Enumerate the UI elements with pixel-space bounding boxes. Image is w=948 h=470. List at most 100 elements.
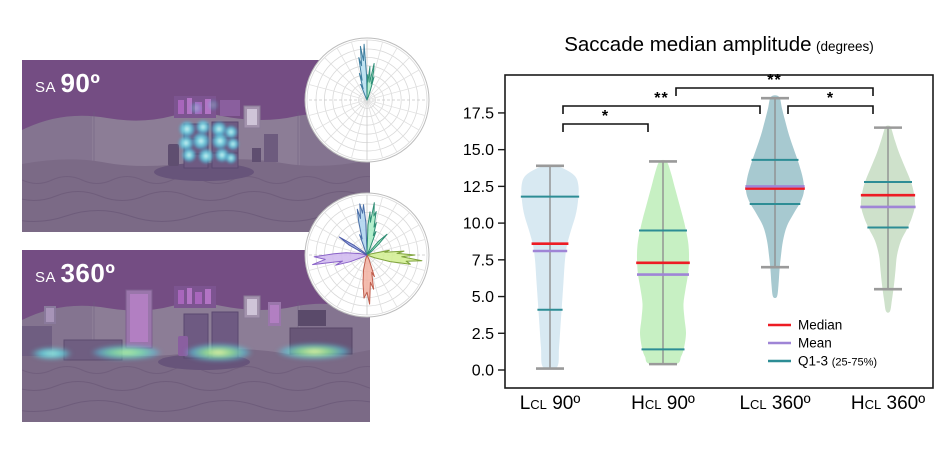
rose-petal <box>366 249 423 265</box>
panorama-label-value: 90º <box>60 68 101 98</box>
heatmap-spot <box>198 148 214 164</box>
significance-stars: * <box>827 90 834 107</box>
polar-rose-360 <box>304 192 430 318</box>
x-category-label-part: H <box>850 393 865 414</box>
legend-label: Q1-3 (25-75%) <box>798 354 877 369</box>
panorama-label-prefix: SA <box>35 269 57 286</box>
x-category-label-part: CL <box>530 397 547 412</box>
rose-grid-spoke <box>308 239 368 256</box>
significance-bracket <box>787 105 874 114</box>
heatmap-streak <box>81 342 172 362</box>
heatmap-spot <box>225 152 237 164</box>
heatmap-spot <box>207 99 219 111</box>
y-tick-label: 10.0 <box>463 216 494 233</box>
x-category-label-part: CL <box>864 397 882 412</box>
significance-bracket <box>562 123 649 132</box>
rose-grid-spoke <box>366 99 383 159</box>
chart-title-units: (degrees) <box>815 39 874 54</box>
rose-grid-spoke <box>366 99 420 131</box>
x-category-label: HCL 360º <box>828 393 948 415</box>
x-category-label-part: L <box>739 393 751 414</box>
chart-title: Saccade median amplitude (degrees) <box>495 33 943 57</box>
rose-grid-spoke <box>366 57 410 101</box>
significance-bracket <box>675 87 874 96</box>
rose-petal <box>366 233 388 256</box>
heatmap-streak <box>23 344 80 362</box>
rose-petal <box>312 252 368 266</box>
rose-grid-spoke <box>314 254 368 286</box>
x-category-label-part: 90º <box>546 393 581 414</box>
rose-grid-spoke <box>366 99 398 153</box>
rose-grid-spoke <box>366 69 420 101</box>
legend-label: Median <box>798 318 842 333</box>
significance-stars: ** <box>767 72 781 89</box>
rose-grid-spoke <box>366 99 426 116</box>
heatmap-overlay-360 <box>22 250 370 422</box>
x-category-label: LCL 360º <box>715 393 835 415</box>
rose-petal <box>362 254 375 305</box>
plot-frame <box>504 74 934 389</box>
panorama-label-prefix: SA <box>35 79 57 96</box>
rose-grid-spoke <box>351 99 368 159</box>
heatmap-streak <box>265 341 364 362</box>
rose-grid-spoke <box>366 99 410 143</box>
rose-petal <box>366 63 375 101</box>
y-tick-label: 15.0 <box>463 142 494 159</box>
rose-grid-spoke <box>308 99 368 116</box>
rose-grid-spoke <box>308 84 368 101</box>
panorama-label-sa-90: SA 90º <box>35 68 100 99</box>
heatmap-spot <box>224 125 238 139</box>
heatmap-spot <box>212 132 229 149</box>
rose-grid-spoke <box>366 47 398 101</box>
rose-grid-spoke <box>366 224 420 256</box>
heatmap-spot <box>226 138 239 151</box>
rose-grid-spoke <box>324 99 368 143</box>
rose-grid-spoke <box>366 202 398 256</box>
rose-grid-spoke <box>336 99 368 153</box>
x-category-label-part: CL <box>644 397 662 412</box>
y-tick-label: 12.5 <box>463 179 494 196</box>
chart-title-text: Saccade median amplitude <box>564 33 812 56</box>
x-category-label-part: CL <box>750 397 767 412</box>
rose-petal <box>366 202 377 256</box>
heatmap-streak <box>175 341 263 364</box>
y-tick-label: 7.5 <box>472 252 494 269</box>
legend-label: Mean <box>798 336 832 351</box>
heatmap-spot <box>190 102 202 115</box>
x-category-label-part: 360º <box>881 393 926 414</box>
x-category-label-part: 360º <box>766 393 811 414</box>
rose-grid-spoke <box>366 254 420 286</box>
rose-grid-spoke <box>314 69 368 101</box>
x-category-label: LCL 90º <box>490 393 610 415</box>
rose-grid-spoke <box>336 254 368 308</box>
x-category-label-part: L <box>519 393 531 414</box>
y-tick-label: 2.5 <box>472 326 494 343</box>
rose-grid-spoke <box>314 99 368 131</box>
rose-petal <box>356 203 368 256</box>
panorama-label-value: 360º <box>60 258 116 288</box>
heatmap-spot <box>182 147 197 162</box>
rose-grid-spoke <box>366 254 410 298</box>
rose-grid-spoke <box>366 254 398 308</box>
significance-stars: * <box>602 108 609 125</box>
heatmap-spot <box>178 135 194 151</box>
rose-grid-spoke <box>324 254 368 298</box>
rose-grid-spoke <box>324 57 368 101</box>
x-category-label: HCL 90º <box>603 393 723 415</box>
panorama-label-sa-360: SA 360º <box>35 258 115 289</box>
rose-grid-spoke <box>366 84 426 101</box>
polar-rose-90 <box>304 37 430 163</box>
y-tick-label: 17.5 <box>463 105 494 122</box>
heatmap-spot <box>211 121 227 137</box>
violin-chart: 17.515.012.510.07.55.02.50.0*** ***Median… <box>463 72 934 389</box>
x-category-label-part: H <box>631 393 645 414</box>
heatmap-overlay-90 <box>22 60 370 232</box>
y-tick-label: 5.0 <box>472 289 494 306</box>
x-category-label-part: 90º <box>661 393 695 414</box>
rose-petal <box>338 236 368 256</box>
rose-petal <box>358 43 368 101</box>
rose-grid-spoke <box>336 202 368 256</box>
heatmap-spot <box>195 120 210 135</box>
rose-grid-spoke <box>336 47 368 101</box>
heatmap-spot <box>179 120 196 137</box>
